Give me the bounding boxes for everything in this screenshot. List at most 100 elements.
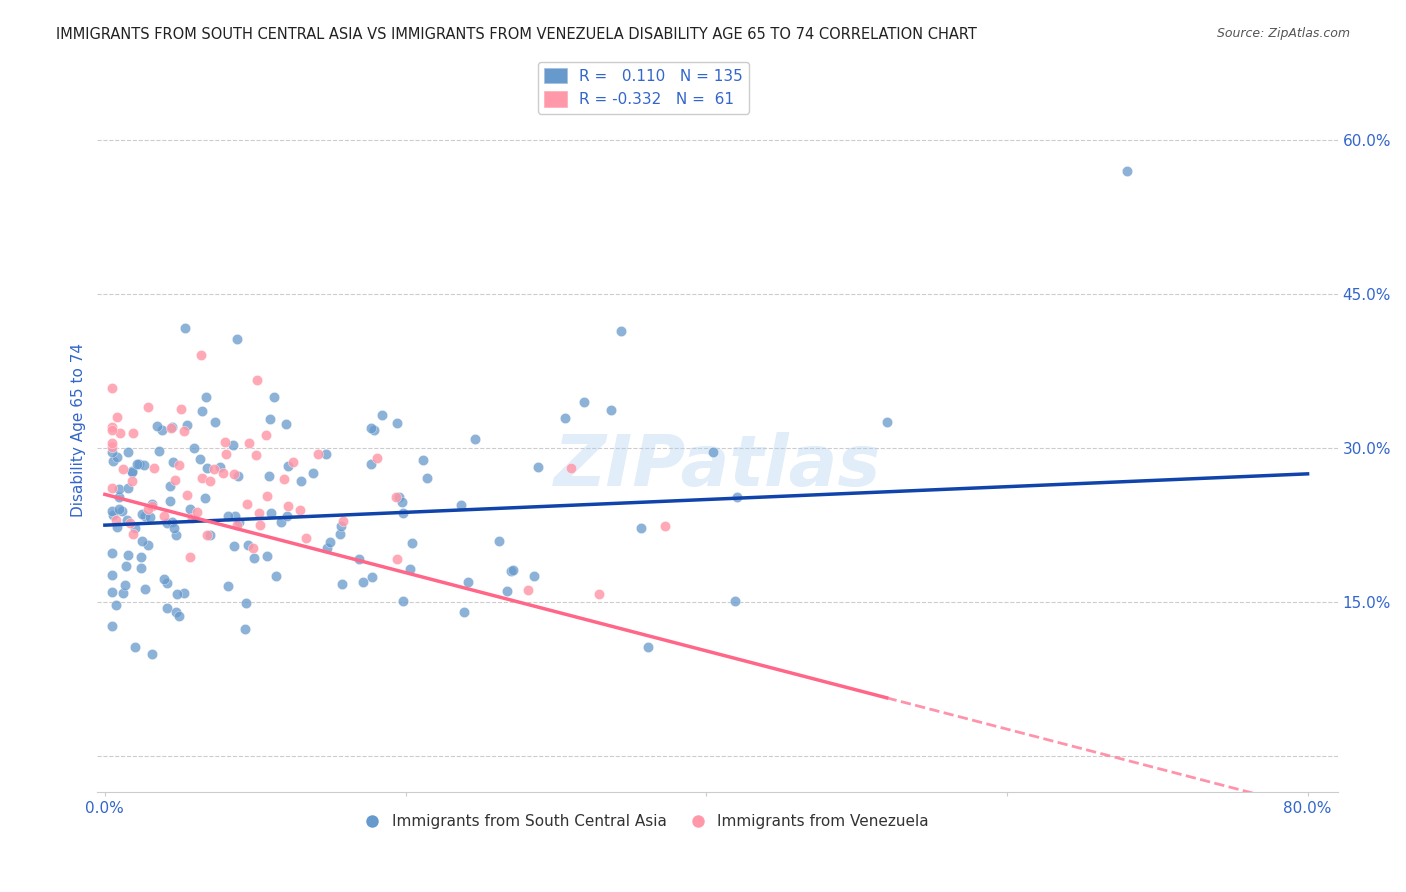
Point [101,419,124,434]
Point [523,569,546,583]
Point [725,490,748,504]
Point [235,595,257,609]
Point [1116,164,1139,178]
Point [141,497,163,511]
Point [256,549,278,563]
Point [136,400,159,414]
Point [371,408,394,422]
Point [226,332,249,346]
Point [209,459,232,474]
Point [160,421,183,435]
Point [170,402,193,417]
Point [600,403,623,417]
Point [103,508,125,523]
Point [112,462,135,476]
Point [117,481,139,495]
Point [347,552,370,566]
Point [141,499,163,513]
Point [173,424,195,438]
Point [101,546,124,560]
Point [352,575,374,590]
Point [496,584,519,599]
Point [176,488,198,502]
Point [363,423,385,437]
Point [316,541,339,556]
Point [384,490,406,504]
Point [226,517,249,532]
Point [117,445,139,459]
Legend: Immigrants from South Central Asia, Immigrants from Venezuela: Immigrants from South Central Asia, Immi… [352,808,935,835]
Point [238,436,260,450]
Point [145,419,167,434]
Point [176,417,198,432]
Point [105,520,128,534]
Point [194,491,217,505]
Point [198,527,221,541]
Point [150,423,173,437]
Point [233,622,256,636]
Point [560,461,582,475]
Point [173,586,195,600]
Point [214,434,236,449]
Point [122,527,145,541]
Point [165,605,187,619]
Point [360,457,382,471]
Point [366,451,388,466]
Point [222,467,245,482]
Point [101,619,124,633]
Point [167,458,190,472]
Point [290,474,312,488]
Point [101,436,124,450]
Text: IMMIGRANTS FROM SOUTH CENTRAL ASIA VS IMMIGRANTS FROM VENEZUELA DISABILITY AGE 6: IMMIGRANTS FROM SOUTH CENTRAL ASIA VS IM… [56,27,977,42]
Point [257,468,280,483]
Point [224,509,246,524]
Point [101,445,124,459]
Point [180,511,202,525]
Point [163,521,186,535]
Point [391,506,413,520]
Point [630,521,652,535]
Point [183,442,205,456]
Point [256,427,278,442]
Point [204,415,226,429]
Point [134,582,156,597]
Point [264,568,287,582]
Point [876,416,898,430]
Point [134,508,156,523]
Point [263,390,285,404]
Point [329,518,352,533]
Point [236,537,259,551]
Point [101,440,124,454]
Point [217,579,239,593]
Point [453,605,475,619]
Point [450,498,472,512]
Point [259,412,281,426]
Point [637,640,659,654]
Point [385,551,408,566]
Point [283,455,305,469]
Point [236,497,259,511]
Point [295,531,318,545]
Point [104,598,127,612]
Point [101,423,124,437]
Point [392,594,415,608]
Point [190,471,212,485]
Point [654,519,676,533]
Point [527,460,550,475]
Point [188,451,211,466]
Point [136,538,159,552]
Point [249,507,271,521]
Point [226,469,249,483]
Point [360,570,382,584]
Point [101,568,124,582]
Point [212,466,235,480]
Point [129,560,152,574]
Point [288,503,311,517]
Point [502,563,524,577]
Point [198,474,221,488]
Point [246,373,269,387]
Point [153,572,176,586]
Point [273,472,295,486]
Point [139,509,162,524]
Point [128,457,150,471]
